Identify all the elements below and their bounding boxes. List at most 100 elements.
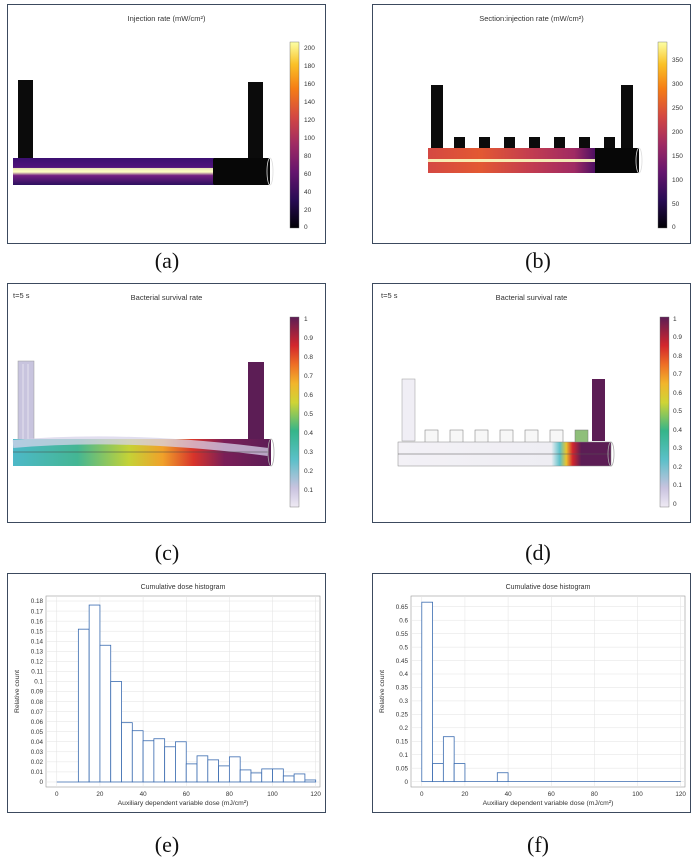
panel-e: Cumulative dose histogram 0 0.01 0.02 0.03 0.…	[7, 573, 326, 813]
pipe-dark	[213, 158, 270, 185]
y-tick-label: 0	[404, 779, 408, 786]
histogram-bar	[153, 738, 166, 783]
histogram-bar	[228, 756, 241, 783]
cb-b-tick: 100	[672, 177, 683, 184]
cb-a-tick: 100	[304, 135, 315, 142]
caption-f: (f)	[527, 832, 549, 857]
colorbar-d-ticks: 1 0.9 0.8 0.7 0.6 0.5 0.4 0.3 0.2 0.1 0	[673, 316, 682, 508]
chart-title: Cumulative dose histogram	[141, 584, 226, 591]
histogram-bar	[131, 730, 144, 783]
y-tick-label: 0.55	[396, 631, 409, 638]
cb-d-tick: 0.6	[673, 390, 682, 397]
y-tick-label: 0.16	[31, 618, 44, 625]
y-tick-label: 0.3	[399, 698, 408, 705]
y-tick-label: 0.04	[31, 739, 44, 746]
cb-a-tick: 0	[304, 224, 308, 231]
cb-a-tick: 200	[304, 45, 315, 52]
y-tick-label: 0.13	[31, 648, 44, 655]
cb-d-tick: 1	[673, 316, 677, 323]
cb-a-tick: 80	[304, 153, 312, 160]
histogram-bar	[432, 763, 444, 783]
x-tick-label: 100	[267, 791, 278, 798]
panel-a-plot: 200 180 160 140 120 100 80 60 40 20 0	[13, 41, 315, 231]
plot-area	[410, 595, 686, 788]
colorbar-a	[289, 41, 300, 229]
histogram-bar	[282, 775, 295, 783]
y-tick-label: 0.07	[31, 709, 44, 716]
y-tick-label: 0.05	[396, 765, 409, 772]
x-tick-label: 120	[675, 791, 686, 798]
y-tick-label: 0.15	[31, 628, 44, 635]
cb-c-tick: 0.7	[304, 373, 313, 380]
histogram-f: Cumulative dose histogram 0 0.05 0.1 0.15 0.2…	[379, 584, 686, 807]
y-tick-label: 0.01	[31, 769, 44, 776]
x-tick-label: 120	[310, 791, 321, 798]
histogram-bar	[121, 722, 133, 783]
histogram-bar	[175, 741, 187, 783]
cb-c-tick: 0.5	[304, 411, 313, 418]
y-tick-label: 0.03	[31, 749, 44, 756]
y-tick-label: 0.1	[399, 752, 408, 759]
caption-a: (a)	[154, 248, 180, 273]
cb-b-tick: 300	[672, 81, 683, 88]
y-tick-label: 0.65	[396, 604, 409, 611]
histogram-bar	[272, 768, 284, 783]
panel-c-title: Bacterial survival rate	[130, 293, 203, 302]
chart-title: Cumulative dose histogram	[506, 584, 591, 591]
histogram-bar	[453, 763, 466, 783]
cb-a-tick: 160	[304, 81, 315, 88]
y-tick-label: 0.17	[31, 608, 44, 615]
x-tick-label: 80	[226, 791, 234, 798]
x-tick-label: 60	[548, 791, 556, 798]
panel-d: t=5 s Bacterial survival rate	[372, 283, 691, 523]
colorbar-a-ticks: 200 180 160 140 120 100 80 60 40 20 0	[304, 45, 315, 231]
colorbar-c	[289, 316, 300, 508]
cb-c-tick: 0.9	[304, 335, 313, 342]
y-tick-label: 0.06	[31, 719, 44, 726]
cb-b-tick: 150	[672, 153, 683, 160]
y-tick-label: 0.12	[31, 659, 44, 666]
histogram-e: Cumulative dose histogram 0 0.01 0.02 0.03 0.…	[14, 584, 321, 807]
x-tick-label: 60	[183, 791, 191, 798]
cb-c-tick: 1	[304, 316, 308, 323]
y-tick-label: 0.02	[31, 759, 44, 766]
panel-d-title: Bacterial survival rate	[495, 293, 568, 302]
cb-a-tick: 120	[304, 117, 315, 124]
panel-b: Section:injection rate (mW/cm²)	[372, 4, 691, 244]
cb-d-tick: 0.8	[673, 353, 682, 360]
histogram-bar	[218, 765, 230, 783]
panel-a-title: Injection rate (mW/cm²)	[127, 14, 206, 23]
panel-c-time: t=5 s	[13, 291, 30, 300]
cb-b-tick: 0	[672, 224, 676, 231]
cb-b-tick: 350	[672, 57, 683, 64]
x-axis-label: Auxiliary dependent variable dose (mJ/cm…	[483, 800, 614, 807]
cb-d-tick: 0.9	[673, 334, 682, 341]
histogram-bar	[496, 772, 509, 783]
x-axis-label: Auxiliary dependent variable dose (mJ/cm…	[118, 800, 249, 807]
histogram-bar	[99, 644, 112, 783]
cb-c-tick: 0.3	[304, 449, 313, 456]
histogram-bar	[164, 746, 176, 783]
cb-d-tick: 0.5	[673, 408, 682, 415]
cb-a-tick: 140	[304, 99, 315, 106]
y-tick-label: 0.25	[396, 712, 409, 719]
y-tick-label: 0.6	[399, 617, 408, 624]
cb-a-tick: 40	[304, 189, 312, 196]
cb-a-tick: 20	[304, 207, 312, 214]
histogram-bar	[250, 772, 263, 783]
cb-c-tick: 0.1	[304, 487, 313, 494]
caption-c: (c)	[154, 540, 180, 565]
y-axis-label: Relative count	[14, 670, 21, 713]
colorbar-c-ticks: 1 0.9 0.8 0.7 0.6 0.5 0.4 0.3 0.2 0.1	[304, 316, 313, 494]
panel-f: Cumulative dose histogram 0 0.05 0.1 0.15 0.2…	[372, 573, 691, 813]
cb-a-tick: 180	[304, 63, 315, 70]
y-tick-label: 0.2	[399, 725, 408, 732]
colorbar-b	[657, 41, 668, 229]
y-tick-label: 0.15	[396, 738, 409, 745]
x-tick-label: 100	[632, 791, 643, 798]
cb-d-tick: 0.1	[673, 482, 682, 489]
panel-c-plot: 1 0.9 0.8 0.7 0.6 0.5 0.4 0.3 0.2 0.1	[12, 316, 313, 508]
histogram-bar	[207, 759, 219, 783]
histogram-bar	[110, 681, 122, 783]
histogram-bar	[142, 740, 155, 783]
